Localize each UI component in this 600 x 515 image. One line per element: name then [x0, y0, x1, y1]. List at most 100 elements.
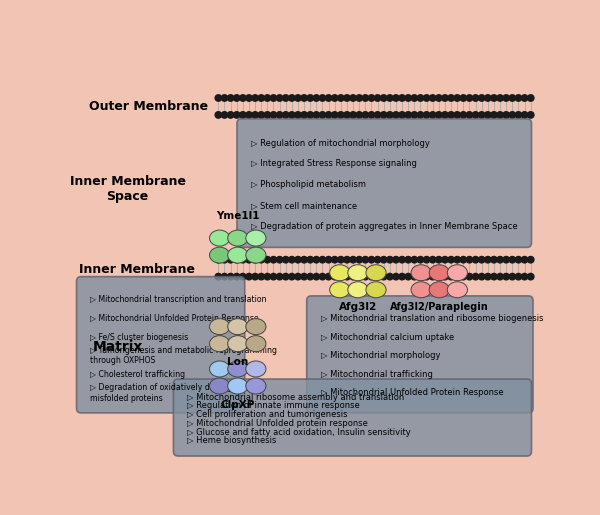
Circle shape — [331, 256, 338, 263]
Text: ▷ Regulation of mitochondrial morphology: ▷ Regulation of mitochondrial morphology — [251, 139, 430, 147]
Ellipse shape — [227, 361, 248, 377]
Circle shape — [405, 273, 412, 280]
FancyBboxPatch shape — [77, 277, 245, 413]
Ellipse shape — [246, 378, 266, 394]
Circle shape — [289, 273, 295, 280]
Circle shape — [466, 273, 473, 280]
Circle shape — [338, 112, 344, 118]
Circle shape — [221, 256, 228, 263]
Circle shape — [215, 95, 221, 101]
Circle shape — [485, 112, 491, 118]
Circle shape — [478, 95, 485, 101]
Circle shape — [491, 256, 497, 263]
Circle shape — [374, 112, 381, 118]
Circle shape — [436, 95, 442, 101]
Text: ▷ Tumorigenesis and metabolic reprogramming
through OXPHOS: ▷ Tumorigenesis and metabolic reprogramm… — [91, 346, 277, 365]
Circle shape — [344, 273, 350, 280]
Ellipse shape — [429, 265, 449, 281]
Circle shape — [319, 112, 326, 118]
Ellipse shape — [209, 361, 230, 377]
Circle shape — [405, 256, 412, 263]
Text: ▷ Integrated Stress Response signaling: ▷ Integrated Stress Response signaling — [251, 159, 417, 168]
Circle shape — [491, 95, 497, 101]
Circle shape — [430, 256, 436, 263]
Circle shape — [344, 256, 350, 263]
Circle shape — [325, 273, 332, 280]
Circle shape — [289, 95, 295, 101]
Circle shape — [503, 273, 509, 280]
Circle shape — [295, 95, 301, 101]
Circle shape — [215, 112, 221, 118]
Circle shape — [331, 112, 338, 118]
Circle shape — [472, 273, 479, 280]
Circle shape — [509, 273, 515, 280]
Circle shape — [521, 273, 528, 280]
Circle shape — [246, 273, 252, 280]
Circle shape — [472, 95, 479, 101]
Circle shape — [436, 112, 442, 118]
Circle shape — [362, 256, 368, 263]
Circle shape — [460, 256, 467, 263]
Circle shape — [221, 273, 228, 280]
Circle shape — [264, 273, 271, 280]
Circle shape — [221, 112, 228, 118]
Ellipse shape — [227, 319, 248, 335]
Circle shape — [417, 95, 424, 101]
Ellipse shape — [209, 336, 230, 352]
Circle shape — [521, 95, 528, 101]
Ellipse shape — [348, 282, 368, 298]
Circle shape — [436, 273, 442, 280]
Ellipse shape — [209, 378, 230, 394]
Circle shape — [380, 273, 387, 280]
Text: Inner Membrane: Inner Membrane — [79, 263, 195, 276]
Circle shape — [386, 95, 393, 101]
Circle shape — [325, 95, 332, 101]
Circle shape — [527, 112, 534, 118]
Circle shape — [442, 112, 448, 118]
Circle shape — [497, 256, 503, 263]
Circle shape — [393, 112, 399, 118]
Circle shape — [424, 273, 430, 280]
Circle shape — [252, 112, 259, 118]
Circle shape — [380, 112, 387, 118]
Circle shape — [270, 273, 277, 280]
Circle shape — [521, 112, 528, 118]
Circle shape — [386, 256, 393, 263]
Ellipse shape — [329, 282, 350, 298]
Text: ▷ Mitochondrial morphology: ▷ Mitochondrial morphology — [320, 351, 440, 360]
Text: ▷ Degradation of protein aggregates in Inner Membrane Space: ▷ Degradation of protein aggregates in I… — [251, 221, 518, 231]
Circle shape — [356, 95, 362, 101]
Circle shape — [380, 95, 387, 101]
Circle shape — [424, 95, 430, 101]
Circle shape — [350, 95, 356, 101]
Circle shape — [338, 273, 344, 280]
Circle shape — [258, 273, 265, 280]
Circle shape — [442, 95, 448, 101]
Circle shape — [503, 256, 509, 263]
Circle shape — [527, 95, 534, 101]
Circle shape — [399, 95, 406, 101]
Circle shape — [246, 112, 252, 118]
Circle shape — [227, 95, 234, 101]
Text: ▷ Regulation of innate immune response: ▷ Regulation of innate immune response — [187, 402, 360, 410]
Circle shape — [246, 256, 252, 263]
Circle shape — [368, 273, 375, 280]
Circle shape — [448, 273, 454, 280]
Circle shape — [283, 112, 289, 118]
Circle shape — [233, 112, 240, 118]
Circle shape — [356, 273, 362, 280]
Circle shape — [368, 112, 375, 118]
Circle shape — [331, 95, 338, 101]
Circle shape — [283, 273, 289, 280]
Circle shape — [405, 112, 412, 118]
Circle shape — [448, 256, 454, 263]
Circle shape — [368, 95, 375, 101]
Circle shape — [436, 256, 442, 263]
Circle shape — [258, 95, 265, 101]
Circle shape — [325, 256, 332, 263]
Circle shape — [277, 112, 283, 118]
Circle shape — [301, 112, 307, 118]
Ellipse shape — [227, 247, 248, 263]
Circle shape — [313, 95, 320, 101]
Circle shape — [515, 273, 522, 280]
